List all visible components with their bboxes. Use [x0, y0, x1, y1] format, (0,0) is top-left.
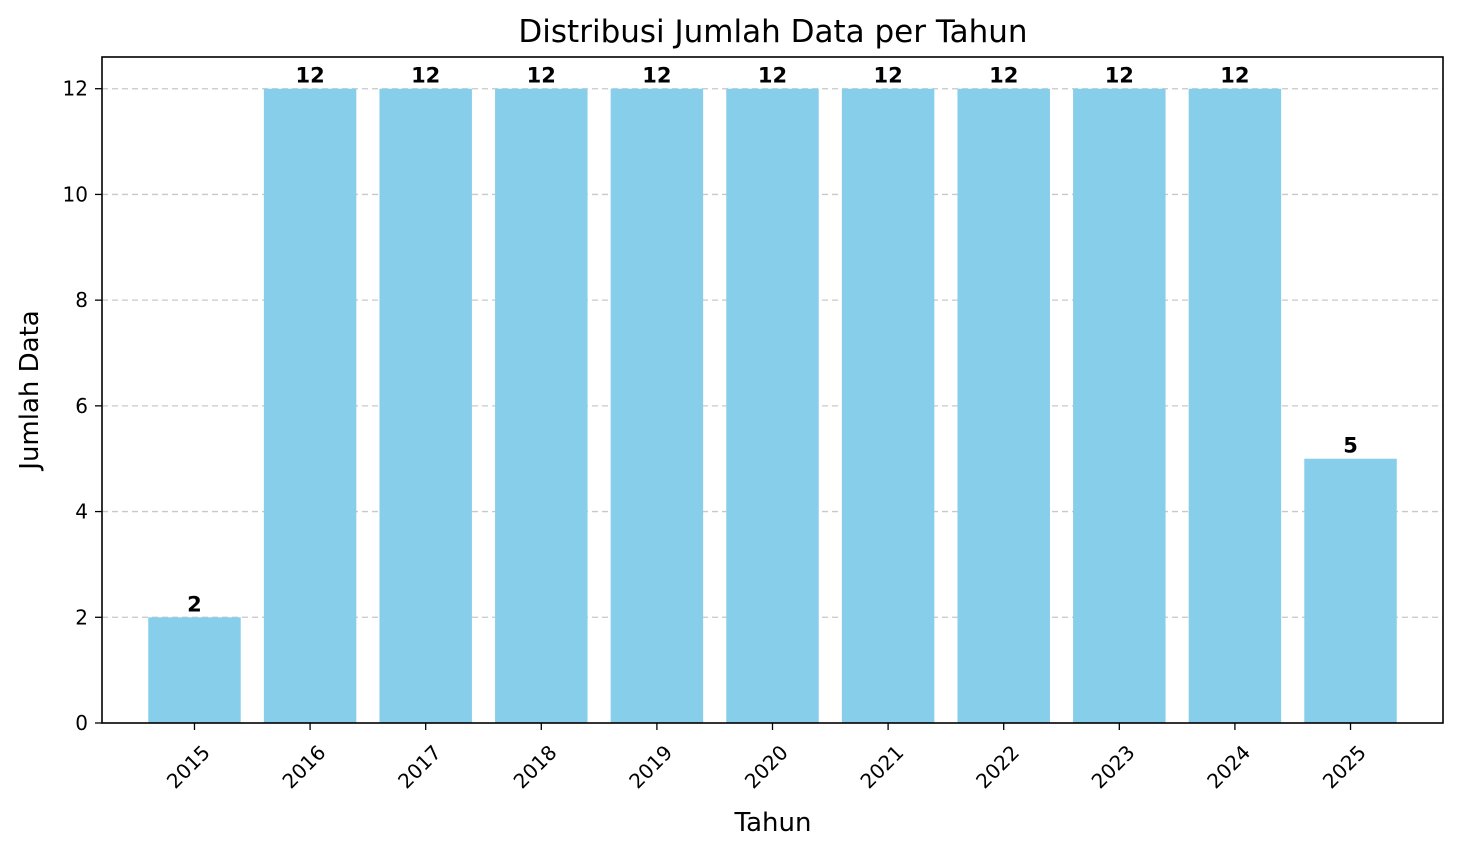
- bar-data-label: 2: [187, 592, 202, 616]
- y-tick-label: 6: [75, 394, 88, 418]
- bar: [495, 88, 588, 723]
- bars-layer: [148, 88, 1397, 723]
- bar: [263, 88, 357, 723]
- bar: [1304, 458, 1397, 723]
- bar: [379, 88, 472, 723]
- y-tick-label: 12: [63, 77, 88, 101]
- x-tick-label: 2023: [1087, 740, 1140, 793]
- bar: [726, 88, 819, 723]
- bar-data-label: 12: [873, 64, 902, 88]
- bar-data-label: 5: [1343, 434, 1358, 458]
- bar: [957, 88, 1050, 723]
- bar-data-label: 12: [989, 64, 1018, 88]
- x-tick-label: 2025: [1318, 740, 1371, 793]
- chart-title: Distribusi Jumlah Data per Tahun: [518, 14, 1027, 50]
- x-tick-label: 2020: [740, 740, 793, 793]
- y-axis-label: Jumlah Data: [15, 310, 45, 471]
- bar-data-label: 12: [295, 64, 324, 88]
- x-tick-label: 2017: [393, 740, 446, 793]
- bar-data-label: 12: [1220, 64, 1249, 88]
- bar: [148, 617, 241, 723]
- y-tick-label: 2: [75, 605, 88, 629]
- bar-data-label: 12: [642, 64, 671, 88]
- y-tick-label: 0: [75, 711, 88, 735]
- x-tick-label: 2018: [509, 740, 562, 793]
- x-tick-label: 2015: [162, 740, 215, 793]
- y-axis-ticks: 0 2 4 6 8 10 12: [63, 77, 102, 735]
- x-tick-label: 2019: [624, 740, 677, 793]
- bar: [610, 88, 704, 723]
- x-tick-label: 2021: [855, 740, 908, 793]
- y-tick-label: 10: [63, 182, 88, 206]
- x-tick-label: 2016: [277, 740, 330, 793]
- data-labels-layer: 2 12 12 12 12 12 12 12 12 12 5: [187, 64, 1358, 617]
- x-tick-label: 2022: [971, 740, 1024, 793]
- x-axis-ticks: 2015 2016 2017 2018 2019 2020 2021 2022 2023 2024…: [162, 723, 1371, 793]
- y-tick-label: 4: [75, 500, 88, 524]
- x-axis-label: Tahun: [734, 808, 812, 838]
- bar-data-label: 12: [411, 64, 440, 88]
- y-tick-label: 8: [75, 288, 88, 312]
- bar-data-label: 12: [758, 64, 787, 88]
- bar: [841, 88, 935, 723]
- bar: [1073, 88, 1166, 723]
- x-tick-label: 2024: [1202, 740, 1255, 793]
- bar-data-label: 12: [1105, 64, 1134, 88]
- bar: [1188, 88, 1282, 723]
- bar-data-label: 12: [527, 64, 556, 88]
